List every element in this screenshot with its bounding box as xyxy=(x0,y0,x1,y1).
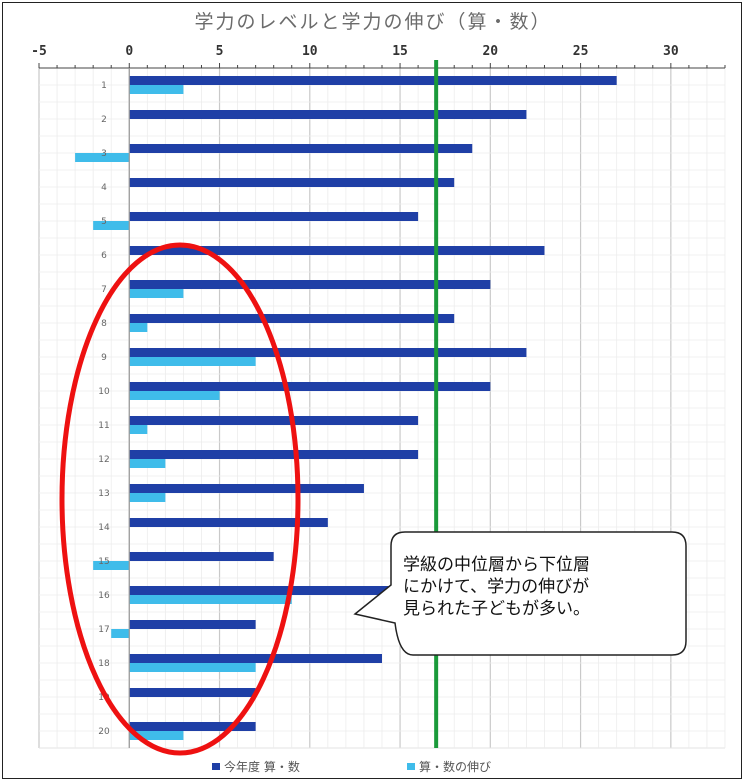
bar-growth-7 xyxy=(129,289,184,298)
bar-current-8 xyxy=(129,314,455,323)
category-label-7: 7 xyxy=(101,285,107,295)
category-label-20: 20 xyxy=(98,727,110,737)
category-label-10: 10 xyxy=(98,387,110,397)
bar-growth-8 xyxy=(129,323,148,332)
x-tick-label: -5 xyxy=(31,44,47,59)
category-label-18: 18 xyxy=(98,659,110,669)
bar-growth-11 xyxy=(129,425,148,434)
bar-current-14 xyxy=(129,518,328,527)
bar-growth-1 xyxy=(129,85,184,94)
x-tick-label: 20 xyxy=(482,44,498,59)
bar-current-7 xyxy=(129,280,491,289)
bar-growth-5 xyxy=(93,221,130,230)
bar-current-9 xyxy=(129,348,527,357)
x-tick-label: 25 xyxy=(573,44,589,59)
bar-growth-10 xyxy=(129,391,220,400)
bar-current-18 xyxy=(129,654,382,663)
category-label-4: 4 xyxy=(101,183,107,193)
legend-label-current: 今年度 算・数 xyxy=(224,759,300,774)
bar-current-15 xyxy=(129,552,274,561)
highlight-ellipse xyxy=(59,242,301,756)
chart: 学力のレベルと学力の伸び（算・数） -5 0 5 10 15 20 25 30 1234567… xyxy=(31,11,726,774)
callout-line-1: 学級の中位層から下位層 xyxy=(403,555,590,575)
x-axis: -5 0 5 10 15 20 25 30 xyxy=(31,44,726,69)
category-label-8: 8 xyxy=(101,319,107,329)
bar-current-2 xyxy=(129,110,527,119)
category-label-15: 15 xyxy=(98,557,109,567)
category-label-17: 17 xyxy=(98,625,109,635)
x-tick-label: 15 xyxy=(392,44,408,59)
category-label-16: 16 xyxy=(98,591,110,601)
chart-title: 学力のレベルと学力の伸び（算・数） xyxy=(194,11,551,33)
bar-growth-20 xyxy=(129,731,184,740)
legend-swatch-current xyxy=(212,763,220,770)
bar-current-10 xyxy=(129,382,491,391)
bar-growth-9 xyxy=(129,357,256,366)
category-label-5: 5 xyxy=(101,217,107,227)
x-tick-label: 0 xyxy=(125,44,133,59)
x-tick-label: 30 xyxy=(663,44,679,59)
category-label-12: 12 xyxy=(98,455,109,465)
bar-current-3 xyxy=(129,144,473,153)
bar-growth-12 xyxy=(129,459,166,468)
bar-current-19 xyxy=(129,688,256,697)
bar-growth-18 xyxy=(129,663,256,672)
bar-current-13 xyxy=(129,484,364,493)
bar-current-4 xyxy=(129,178,455,187)
category-label-2: 2 xyxy=(101,115,107,125)
x-tick-label: 10 xyxy=(302,44,318,59)
category-label-14: 14 xyxy=(98,523,110,533)
bar-current-12 xyxy=(129,450,419,459)
bar-current-6 xyxy=(129,246,545,255)
bar-growth-13 xyxy=(129,493,166,502)
legend-label-growth: 算・数の伸び xyxy=(419,759,491,774)
bar-growth-16 xyxy=(129,595,292,604)
bar-current-20 xyxy=(129,722,256,731)
category-label-6: 6 xyxy=(101,251,107,261)
bar-growth-17 xyxy=(111,629,130,638)
bar-current-17 xyxy=(129,620,256,629)
category-label-13: 13 xyxy=(98,489,109,499)
bar-growth-15 xyxy=(93,561,130,570)
bars xyxy=(75,68,617,748)
bar-current-1 xyxy=(129,76,617,85)
category-label-9: 9 xyxy=(101,353,107,363)
legend-swatch-growth xyxy=(407,763,415,770)
category-label-11: 11 xyxy=(98,421,109,431)
callout-line-2: にかけて、学力の伸びが xyxy=(403,577,589,597)
callout-bubble xyxy=(353,531,687,656)
category-label-3: 3 xyxy=(101,149,107,159)
bar-growth-3 xyxy=(75,153,130,162)
bar-current-5 xyxy=(129,212,419,221)
callout: 学級の中位層から下位層 にかけて、学力の伸びが 見られた子どもが多い。 xyxy=(353,531,687,656)
category-label-1: 1 xyxy=(101,81,107,91)
bar-current-11 xyxy=(129,416,419,425)
callout-line-3: 見られた子どもが多い。 xyxy=(403,599,590,619)
legend: 今年度 算・数 算・数の伸び xyxy=(212,759,491,774)
bar-current-16 xyxy=(129,586,437,595)
x-tick-label: 5 xyxy=(216,44,224,59)
